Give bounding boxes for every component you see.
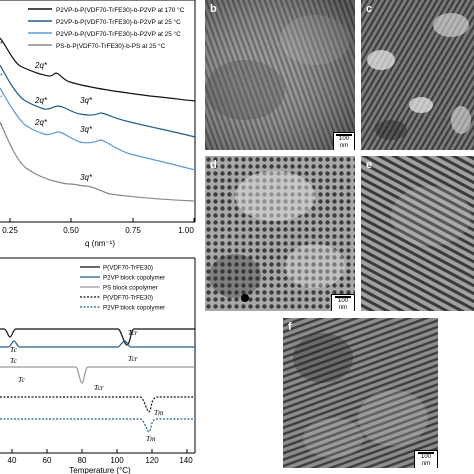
dsc-annot-tcr-3: Tcr (94, 383, 104, 392)
saxs-curve-170C (0, 37, 196, 102)
saxs-xtick-3: 0.75 (125, 226, 141, 235)
saxs-peak-label-6: 3q* (80, 173, 93, 182)
scale-bar-d-label: 100 nm (337, 298, 348, 311)
scale-bar-f: 100 nm (414, 450, 438, 468)
dsc-annot-tcr-1: Tcr (128, 328, 138, 337)
panel-label-b: b (210, 3, 217, 15)
dsc-legend-label-4: P(VDF70-TrFE30) (103, 295, 153, 302)
dsc-annot-tc-3: Tc (18, 375, 25, 384)
saxs-x-axis-label: q (nm⁻¹) (85, 239, 115, 248)
dsc-legend-label-3: PS block copolymer (103, 285, 158, 292)
dsc-legend: P(VDF70-TrFE30) P2VP block copolymer PS … (80, 265, 165, 312)
dsc-xtick-5: 120 (145, 456, 159, 465)
saxs-peak-label-5: 3q* (80, 125, 93, 134)
saxs-curve-p2vp-25C-a (0, 64, 196, 138)
saxs-curve-p2vp-25C-b (0, 87, 196, 171)
dsc-xtick-1: 40 (8, 456, 17, 465)
dsc-curve-p2vp-cooling (0, 340, 195, 348)
dsc-legend-label-2: P2VP block copolymer (103, 275, 165, 282)
saxs-legend-label-2: P2VP-b-P(VDF70-TrFE30)-b-P2VP at 25 °C (56, 18, 181, 26)
dsc-xtick-2: 60 (43, 456, 52, 465)
dsc-x-axis-label: Temperature (°C) (69, 466, 131, 474)
scale-bar-f-line (418, 452, 434, 454)
dsc-annot-tcr-2: Tcr (128, 354, 138, 363)
tem-image-f: f 100 nm (283, 318, 438, 468)
dsc-legend-label-5: P2VP block copolymer (103, 305, 165, 312)
saxs-marker-3: * (0, 95, 3, 102)
saxs-curve-ps-25C (0, 121, 196, 202)
saxs-legend: P2VP-b-P(VDF70-TrFE30)-b-P2VP at 170 °C … (28, 6, 185, 50)
dsc-curve-pvdf-cooling (0, 328, 195, 346)
scale-bar-b-line (336, 134, 352, 136)
tem-image-c: c (361, 0, 474, 150)
saxs-legend-label-4: PS-b-P(VDF70-TrFE30)-b-PS at 25 °C (56, 42, 166, 50)
scale-bar-b-label: 100 nm (338, 136, 349, 149)
dsc-annot-tm-2: Tm (146, 434, 156, 443)
scale-bar-d-line (335, 296, 351, 298)
saxs-marker-4: * (0, 123, 3, 130)
saxs-xtick-1: 0.25 (2, 226, 18, 235)
saxs-marker-1: * (0, 41, 3, 48)
scale-bar-b: 100 nm (333, 132, 355, 150)
panel-label-f: f (288, 321, 292, 333)
scale-bar-d: 100 nm (331, 294, 355, 311)
dsc-xtick-3: 80 (78, 456, 87, 465)
dsc-curve-ps-cooling (0, 366, 195, 384)
panel-label-c: c (366, 3, 373, 15)
saxs-xtick-4: 1.00 (178, 226, 194, 235)
saxs-xtick-2: 0.50 (63, 226, 79, 235)
dsc-xtick-4: 100 (110, 456, 124, 465)
saxs-marker-2: * (0, 73, 3, 80)
dsc-annot-tc-1: Tc (10, 345, 17, 354)
saxs-plot: P2VP-b-P(VDF70-TrFE30)-b-P2VP at 170 °C … (0, 0, 196, 248)
panel-label-e: e (366, 159, 373, 171)
tem-image-e: e (361, 156, 474, 311)
panel-label-d: d (210, 159, 217, 171)
saxs-peak-label-4: 2q* (34, 118, 48, 127)
dsc-plot: P(VDF70-TrFE30) P2VP block copolymer PS … (0, 257, 196, 474)
dsc-legend-label-1: P(VDF70-TrFE30) (103, 265, 153, 272)
dsc-curve-pvdf-heating (0, 396, 195, 413)
dsc-annot-tm-1: Tm (154, 408, 164, 417)
saxs-peak-label-3: 3q* (80, 96, 93, 105)
dsc-annot-tc-2: Tc (10, 356, 17, 365)
dsc-xtick-6: 140 (179, 456, 193, 465)
saxs-legend-label-1: P2VP-b-P(VDF70-TrFE30)-b-P2VP at 170 °C (56, 6, 185, 14)
saxs-peak-label-1: 2q* (34, 61, 48, 70)
tem-image-d: d 100 nm (205, 156, 355, 311)
tem-image-b: b 100 nm (205, 0, 355, 150)
saxs-legend-label-3: P2VP-b-P(VDF70-TrFE30)-b-P2VP at 25 °C (56, 30, 181, 38)
scale-bar-f-label: 100 nm (420, 454, 431, 467)
saxs-peak-label-2: 2q* (34, 96, 48, 105)
dsc-curve-p2vp-heating (0, 418, 195, 433)
